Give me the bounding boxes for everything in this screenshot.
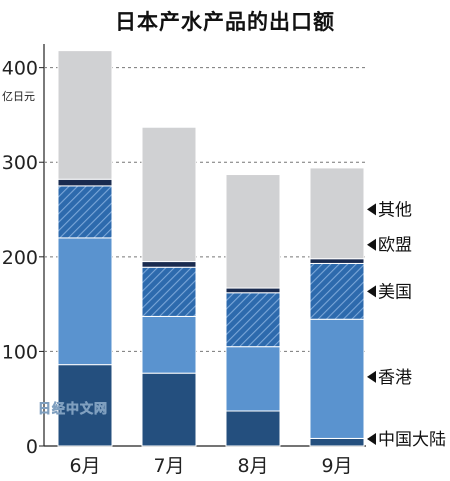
bar-segment-9月-美国 <box>309 262 365 320</box>
chart-title: 日本产水产品的出口额 <box>115 10 335 34</box>
bar-segment-7月-其他 <box>141 126 197 263</box>
legend-label-中国大陆: 中国大陆 <box>378 430 446 450</box>
y-tick-label-200: 200 <box>2 247 38 269</box>
bar-segment-6月-欧盟 <box>57 178 113 187</box>
bar-segment-8月-欧盟 <box>225 287 281 294</box>
bar-segment-8月-中国大陆 <box>225 410 281 447</box>
bar-segment-7月-美国 <box>141 266 197 317</box>
bar-segment-7月-香港 <box>141 315 197 374</box>
bar-segment-9月-香港 <box>309 318 365 439</box>
bar-segment-9月-中国大陆 <box>309 437 365 447</box>
x-tick-label-9月: 9月 <box>321 455 352 477</box>
x-tick-label-7月: 7月 <box>153 455 184 477</box>
legend-arrow-其他 <box>367 203 376 216</box>
watermark: 日经中文网 <box>38 401 108 417</box>
legend-arrow-欧盟 <box>367 238 376 251</box>
bar-segment-7月-欧盟 <box>141 261 197 268</box>
bar-segment-6月-中国大陆 <box>57 364 113 447</box>
x-tick-label-6月: 6月 <box>69 455 100 477</box>
y-axis-unit-label: 亿日元 <box>2 90 35 103</box>
bar-segment-8月-香港 <box>225 346 281 412</box>
bar-segment-6月-美国 <box>57 185 113 239</box>
bar-segment-8月-其他 <box>225 174 281 289</box>
y-tick-label-0: 0 <box>26 436 38 458</box>
legend-label-欧盟: 欧盟 <box>378 236 412 256</box>
legend-arrow-中国大陆 <box>367 433 376 446</box>
y-tick-label-100: 100 <box>2 341 38 363</box>
y-tick-label-400: 400 <box>2 58 38 80</box>
legend-label-美国: 美国 <box>378 282 412 302</box>
legend-arrow-香港 <box>367 370 376 383</box>
legend-label-其他: 其他 <box>378 200 412 220</box>
legend-arrow-美国 <box>367 285 376 298</box>
x-tick-label-8月: 8月 <box>237 455 268 477</box>
bar-segment-7月-中国大陆 <box>141 372 197 447</box>
y-tick-label-300: 300 <box>2 152 38 174</box>
bar-segment-9月-欧盟 <box>309 258 365 264</box>
bar-segment-9月-其他 <box>309 167 365 260</box>
bar-segment-8月-美国 <box>225 292 281 348</box>
bar-segment-6月-香港 <box>57 237 113 366</box>
bar-segment-6月-其他 <box>57 50 113 180</box>
legend-label-香港: 香港 <box>378 368 412 388</box>
